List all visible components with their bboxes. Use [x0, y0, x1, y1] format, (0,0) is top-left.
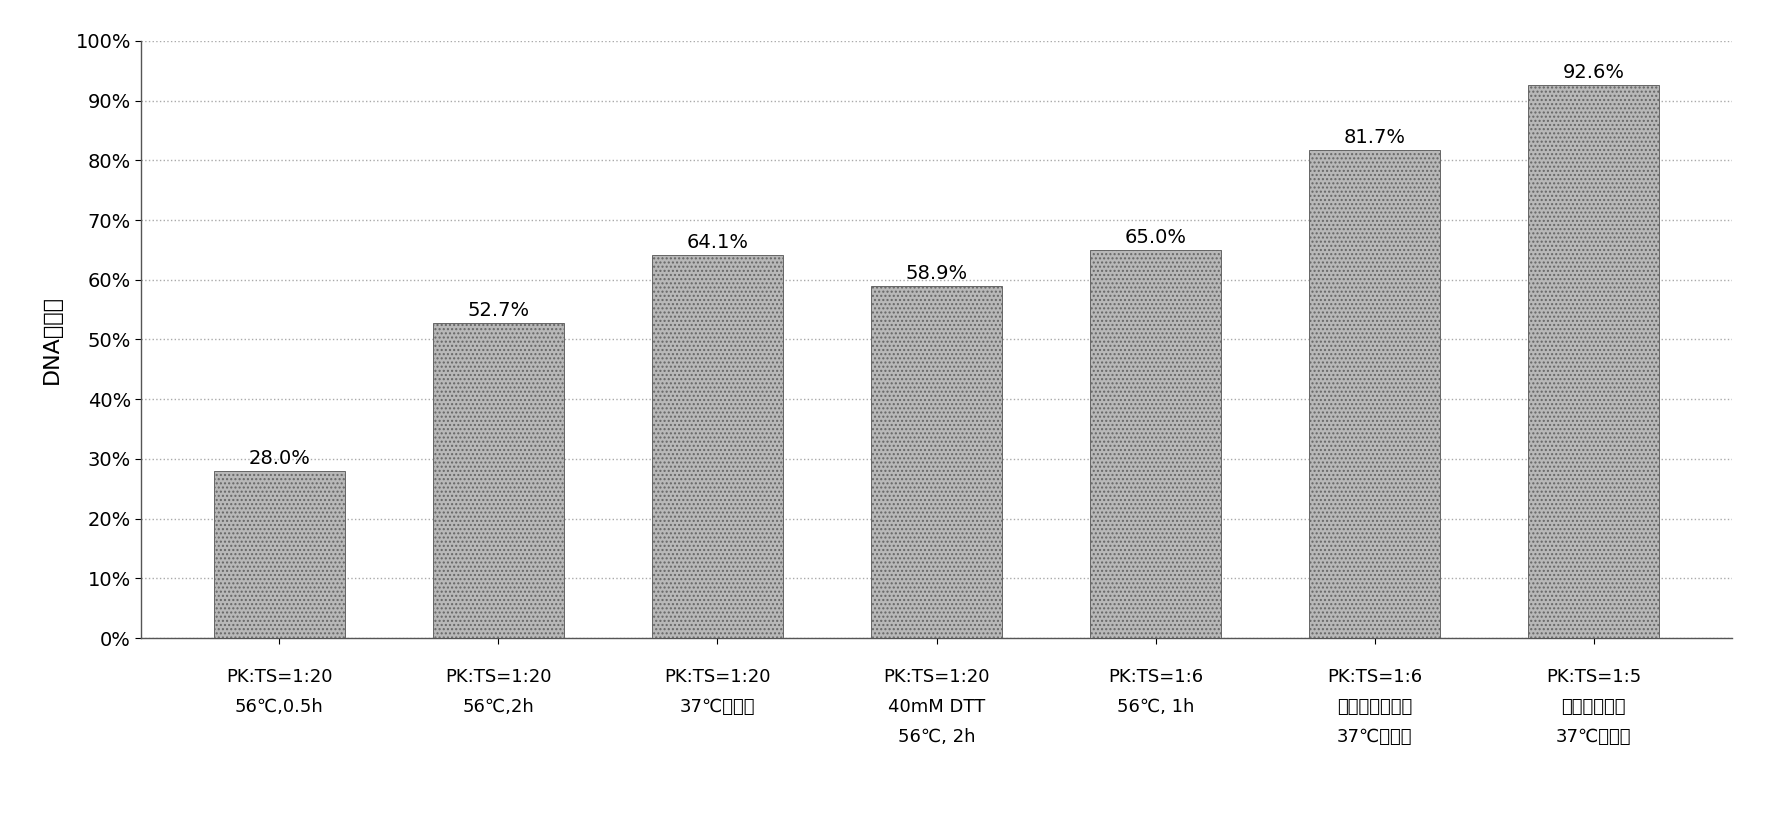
Text: 64.1%: 64.1% — [686, 233, 749, 252]
Text: PK:TS=1:5: PK:TS=1:5 — [1546, 667, 1642, 686]
Text: 56℃, 2h: 56℃, 2h — [898, 728, 975, 746]
Text: 28.0%: 28.0% — [249, 449, 311, 468]
Text: 56℃,2h: 56℃,2h — [463, 698, 534, 716]
Bar — [433, 323, 564, 638]
Text: （稀释样品）: （稀释样品） — [1562, 698, 1626, 716]
Bar — [1528, 85, 1659, 638]
Text: 81.7%: 81.7% — [1343, 128, 1405, 147]
Bar — [214, 471, 345, 638]
Y-axis label: DNA回收率: DNA回收率 — [42, 295, 62, 384]
Text: PK:TS=1:20: PK:TS=1:20 — [226, 667, 332, 686]
Text: PK:TS=1:20: PK:TS=1:20 — [884, 667, 990, 686]
Text: 92.6%: 92.6% — [1562, 63, 1624, 82]
Text: 65.0%: 65.0% — [1124, 228, 1187, 247]
Text: PK:TS=1:20: PK:TS=1:20 — [445, 667, 551, 686]
Text: PK:TS=1:6: PK:TS=1:6 — [1327, 667, 1422, 686]
Text: 37℃，过夜: 37℃，过夜 — [1338, 728, 1412, 746]
Text: PK:TS=1:20: PK:TS=1:20 — [664, 667, 770, 686]
Text: 37℃，过夜: 37℃，过夜 — [1557, 728, 1631, 746]
Bar — [871, 286, 1002, 638]
Text: 56℃,0.5h: 56℃,0.5h — [235, 698, 323, 716]
Text: 52.7%: 52.7% — [466, 301, 530, 321]
Text: 58.9%: 58.9% — [905, 264, 968, 283]
Text: 40mM DTT: 40mM DTT — [887, 698, 986, 716]
Bar — [1090, 250, 1221, 638]
Bar — [652, 255, 783, 638]
Text: （提高酶用量）: （提高酶用量） — [1338, 698, 1412, 716]
Text: 56℃, 1h: 56℃, 1h — [1117, 698, 1194, 716]
Text: PK:TS=1:6: PK:TS=1:6 — [1108, 667, 1203, 686]
Bar — [1309, 151, 1440, 638]
Text: 37℃，过夜: 37℃，过夜 — [680, 698, 755, 716]
